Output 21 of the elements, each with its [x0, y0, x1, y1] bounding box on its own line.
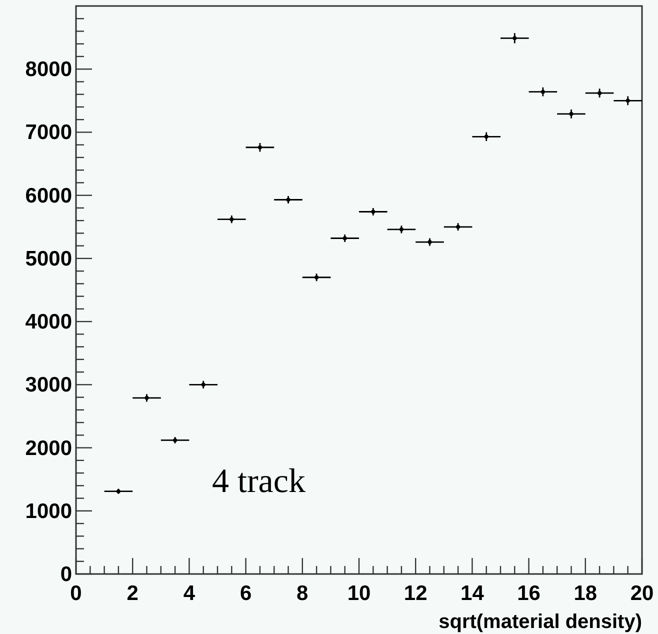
x-tick-label: 12 — [404, 582, 428, 605]
x-tick-label: 4 — [183, 582, 196, 605]
x-tick-label: 10 — [347, 582, 371, 605]
y-tick-label: 4000 — [25, 310, 72, 334]
x-tick-label: 16 — [517, 582, 540, 605]
y-tick-label: 6000 — [25, 184, 72, 208]
x-tick-label: 2 — [126, 582, 138, 605]
x-tick-label: 6 — [240, 582, 252, 605]
x-tick-label: 20 — [630, 582, 654, 605]
x-tick-label: 14 — [460, 582, 484, 605]
x-tick-label: 8 — [296, 582, 309, 605]
y-tick-label: 2000 — [25, 436, 72, 460]
y-tick-label: 3000 — [25, 374, 72, 397]
y-tick-label: 7000 — [25, 121, 72, 144]
annotation: 4 track — [212, 463, 306, 500]
y-tick-label: 1000 — [25, 500, 72, 523]
y-tick-label: 8000 — [25, 58, 72, 82]
y-tick-label: 0 — [60, 563, 72, 586]
y-tick-label: 5000 — [25, 247, 72, 270]
x-tick-label: 18 — [574, 582, 598, 605]
x-axis-title: sqrt(material density) — [438, 611, 642, 633]
